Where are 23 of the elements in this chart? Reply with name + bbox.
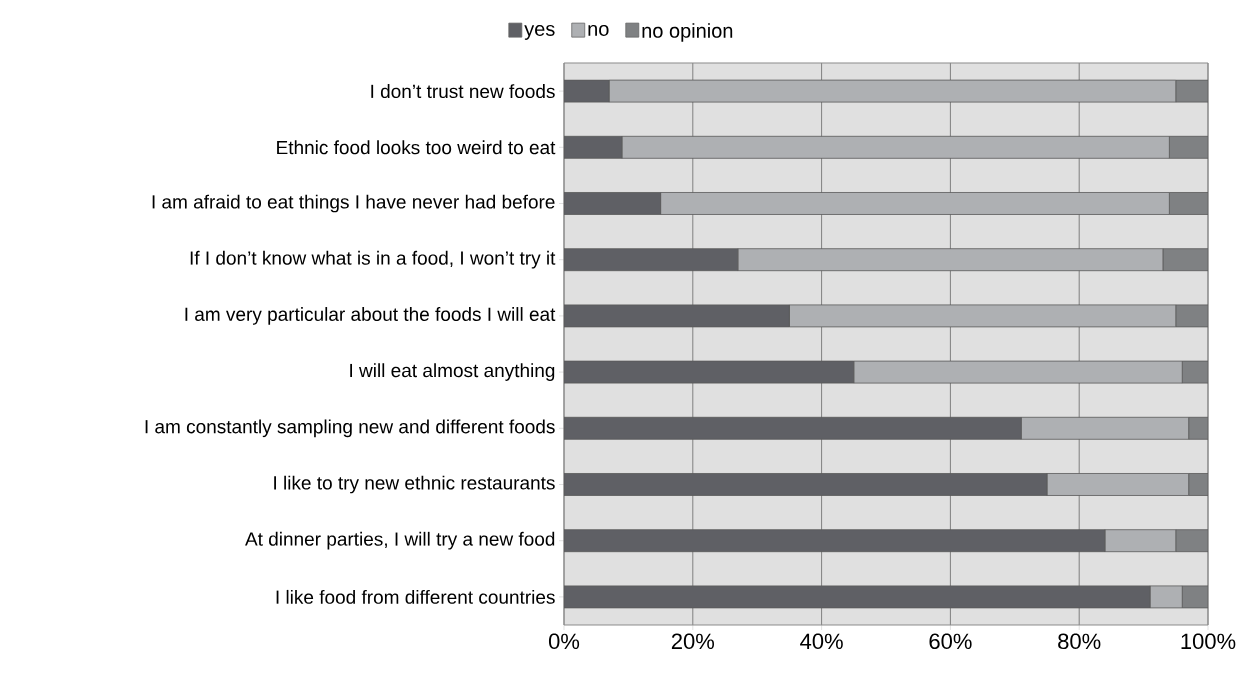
x-tick-label: 20%	[671, 633, 715, 650]
x-tick-label: 80%	[1058, 633, 1101, 650]
legend-label: no	[588, 25, 609, 36]
y-tick-label: I am very particular about the foods I will eat	[185, 307, 556, 325]
bar	[1162, 248, 1208, 272]
x-tick-label: 60%	[929, 633, 972, 650]
y-tick-label: If I don’t know what is in a food, I won’t try it	[190, 250, 556, 269]
x-tick-label: 100%	[1181, 633, 1236, 650]
legend-label: no opinion	[642, 23, 733, 42]
x-tick-label: 0%	[548, 633, 580, 650]
bar	[1168, 135, 1208, 159]
legend-label: yes	[524, 25, 555, 40]
y-tick-label: I am afraid to eat things I have never had before	[152, 194, 555, 213]
y-tick-label: Ethnic food looks too weird to eat	[277, 140, 556, 155]
x-tick-label: 40%	[800, 633, 843, 650]
y-tick-label: I don’t trust new foods	[371, 84, 555, 99]
y-tick-label: I am constantly sampling new and different foods	[145, 419, 555, 438]
y-tick-label: I like food from different countries	[276, 589, 555, 604]
bar	[1175, 529, 1208, 553]
y-tick-label: I like to try new ethnic restaurants	[274, 475, 555, 494]
y-tick-label: At dinner parties, I will try a new food	[245, 531, 555, 550]
bar	[1168, 192, 1208, 215]
y-tick-label: I will eat almost anything	[350, 363, 555, 381]
